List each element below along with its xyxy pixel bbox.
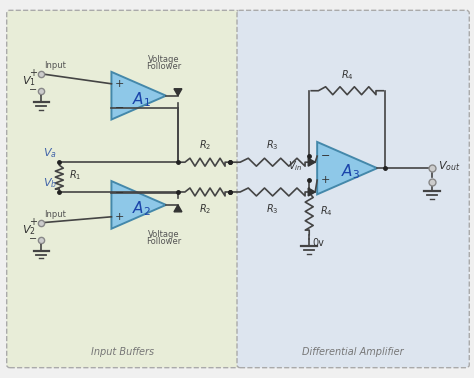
Text: $V_{out}$: $V_{out}$: [438, 159, 460, 173]
Text: Input: Input: [45, 61, 66, 70]
Polygon shape: [308, 188, 315, 196]
Polygon shape: [308, 158, 315, 166]
Text: +: +: [29, 217, 37, 227]
Text: $R_2$: $R_2$: [199, 138, 211, 152]
Text: $R_4$: $R_4$: [341, 68, 354, 82]
Text: −: −: [320, 151, 330, 161]
Text: $V_{in}$: $V_{in}$: [288, 159, 302, 173]
Text: Voltage: Voltage: [148, 230, 180, 239]
Text: $V_a$: $V_a$: [44, 146, 57, 160]
Text: 0v: 0v: [312, 238, 324, 248]
Text: $A_2$: $A_2$: [132, 200, 151, 218]
Text: Voltage: Voltage: [148, 55, 180, 64]
Text: $V_b$: $V_b$: [43, 176, 57, 190]
Text: −: −: [29, 234, 37, 244]
Text: $R_2$: $R_2$: [199, 202, 211, 216]
Polygon shape: [174, 205, 182, 212]
Text: +: +: [115, 212, 124, 222]
Text: $V_1$: $V_1$: [22, 74, 36, 88]
Polygon shape: [111, 181, 166, 229]
Text: +: +: [320, 175, 330, 185]
Text: Differential Amplifier: Differential Amplifier: [302, 347, 404, 357]
Polygon shape: [317, 142, 377, 194]
Text: +: +: [29, 68, 37, 78]
Text: Follower: Follower: [146, 62, 182, 71]
Text: $R_3$: $R_3$: [266, 202, 279, 216]
Polygon shape: [174, 89, 182, 96]
Text: Follower: Follower: [146, 237, 182, 246]
FancyBboxPatch shape: [7, 10, 239, 368]
Text: $R_1$: $R_1$: [69, 168, 82, 182]
Text: $A_1$: $A_1$: [132, 90, 151, 109]
Text: $R_3$: $R_3$: [266, 138, 279, 152]
Text: −: −: [29, 85, 37, 95]
Text: Input Buffers: Input Buffers: [91, 347, 155, 357]
Polygon shape: [111, 72, 166, 119]
Text: +: +: [115, 79, 124, 89]
Text: −: −: [115, 102, 124, 113]
Text: −: −: [115, 188, 124, 198]
Text: $R_4$: $R_4$: [320, 204, 333, 218]
Text: $V_2$: $V_2$: [22, 223, 36, 237]
FancyBboxPatch shape: [237, 10, 469, 368]
Text: $A_3$: $A_3$: [341, 163, 360, 181]
Text: Input: Input: [45, 210, 66, 219]
